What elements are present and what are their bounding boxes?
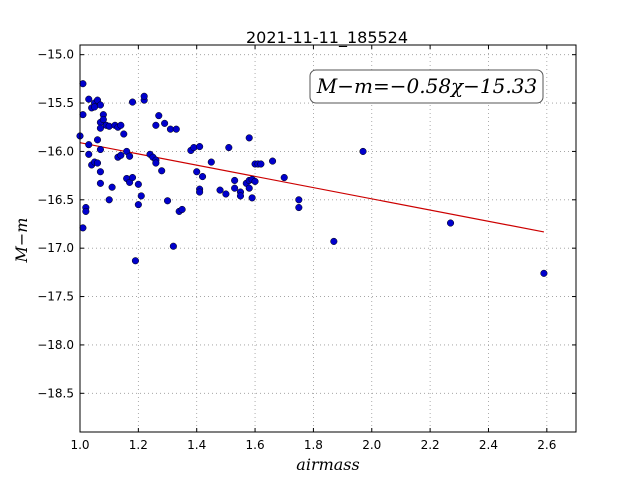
- x-tick-label: 2.6: [537, 438, 556, 452]
- data-point: [85, 141, 93, 149]
- x-tick-label: 1.0: [70, 438, 89, 452]
- data-point: [359, 147, 367, 155]
- x-tick-label: 2.2: [421, 438, 440, 452]
- data-points: [76, 80, 548, 277]
- data-point: [82, 207, 90, 215]
- data-point: [96, 101, 104, 109]
- data-point: [231, 184, 239, 192]
- data-point: [178, 205, 186, 214]
- y-axis-label: M−m: [12, 218, 31, 264]
- equation-label: M−m=−0.58χ−15.33: [316, 74, 537, 98]
- data-point: [245, 134, 253, 142]
- data-point: [280, 173, 288, 182]
- data-point: [96, 179, 104, 187]
- data-point: [152, 159, 160, 167]
- data-point: [222, 190, 230, 198]
- y-tick-label: −15.5: [37, 96, 74, 110]
- data-point: [99, 115, 107, 124]
- data-point: [96, 145, 104, 154]
- data-point: [155, 112, 163, 120]
- data-point: [134, 180, 142, 188]
- data-point: [126, 152, 134, 160]
- x-tick-label: 1.2: [129, 438, 148, 452]
- data-point: [117, 121, 125, 129]
- x-tick-label: 1.6: [246, 438, 265, 452]
- data-point: [158, 167, 166, 175]
- x-tick-label: 1.4: [187, 438, 206, 452]
- y-tick-label: −18.5: [37, 386, 74, 400]
- ticks: 1.0 1.2 1.4 1.6 1.8 2.0 2.2 2.4 2.6 −15.0 −15.5 −16…: [37, 45, 576, 452]
- data-point: [96, 168, 104, 176]
- x-tick-label: 1.8: [304, 438, 323, 452]
- data-point: [120, 130, 128, 138]
- data-point: [257, 160, 265, 168]
- data-point: [117, 151, 125, 159]
- y-tick-label: −17.5: [37, 290, 74, 304]
- data-point: [169, 242, 177, 250]
- data-point: [248, 194, 256, 202]
- data-point: [295, 203, 303, 212]
- data-point: [85, 150, 93, 158]
- data-point: [128, 173, 137, 182]
- data-point: [330, 237, 338, 245]
- data-point: [193, 168, 201, 176]
- data-point: [207, 158, 215, 166]
- data-point: [85, 95, 93, 103]
- y-tick-label: −17.0: [37, 241, 74, 255]
- y-tick-label: −18.0: [37, 338, 74, 352]
- data-point: [79, 80, 87, 88]
- data-point: [79, 224, 87, 232]
- data-point: [108, 183, 116, 191]
- data-point: [79, 111, 87, 119]
- data-point: [140, 92, 148, 100]
- x-tick-label: 2.0: [362, 438, 381, 452]
- data-point: [137, 192, 145, 200]
- data-point: [190, 144, 198, 152]
- data-point: [446, 219, 455, 227]
- data-point: [236, 192, 245, 200]
- data-point: [93, 136, 102, 144]
- data-point: [245, 184, 253, 192]
- data-point: [196, 188, 204, 196]
- data-point: [152, 121, 160, 129]
- data-point: [161, 119, 169, 127]
- y-tick-label: −16.0: [37, 144, 74, 158]
- data-point: [105, 122, 113, 130]
- x-axis-label: airmass: [296, 455, 359, 474]
- data-point: [295, 196, 303, 204]
- x-tick-label: 2.4: [479, 438, 498, 452]
- chart-title: 2021-11-11_185524: [246, 28, 408, 48]
- data-point: [231, 176, 239, 184]
- equation-box: M−m=−0.58χ−15.33: [309, 69, 544, 104]
- data-point: [216, 186, 224, 194]
- data-point: [198, 173, 207, 181]
- data-point: [540, 269, 548, 277]
- equation-frame: [309, 69, 544, 104]
- data-point: [163, 197, 172, 205]
- data-point: [131, 257, 139, 265]
- data-point: [134, 201, 142, 209]
- plot-frame: [79, 44, 577, 433]
- data-point: [172, 125, 180, 133]
- y-tick-label: −16.5: [37, 193, 74, 207]
- data-point: [105, 196, 113, 204]
- data-point: [196, 143, 204, 151]
- data-point: [93, 159, 102, 167]
- data-point: [269, 157, 277, 165]
- data-point: [251, 177, 259, 185]
- data-point: [96, 124, 104, 132]
- data-point: [128, 98, 137, 106]
- data-point: [225, 144, 233, 152]
- y-tick-label: −15.0: [37, 48, 74, 62]
